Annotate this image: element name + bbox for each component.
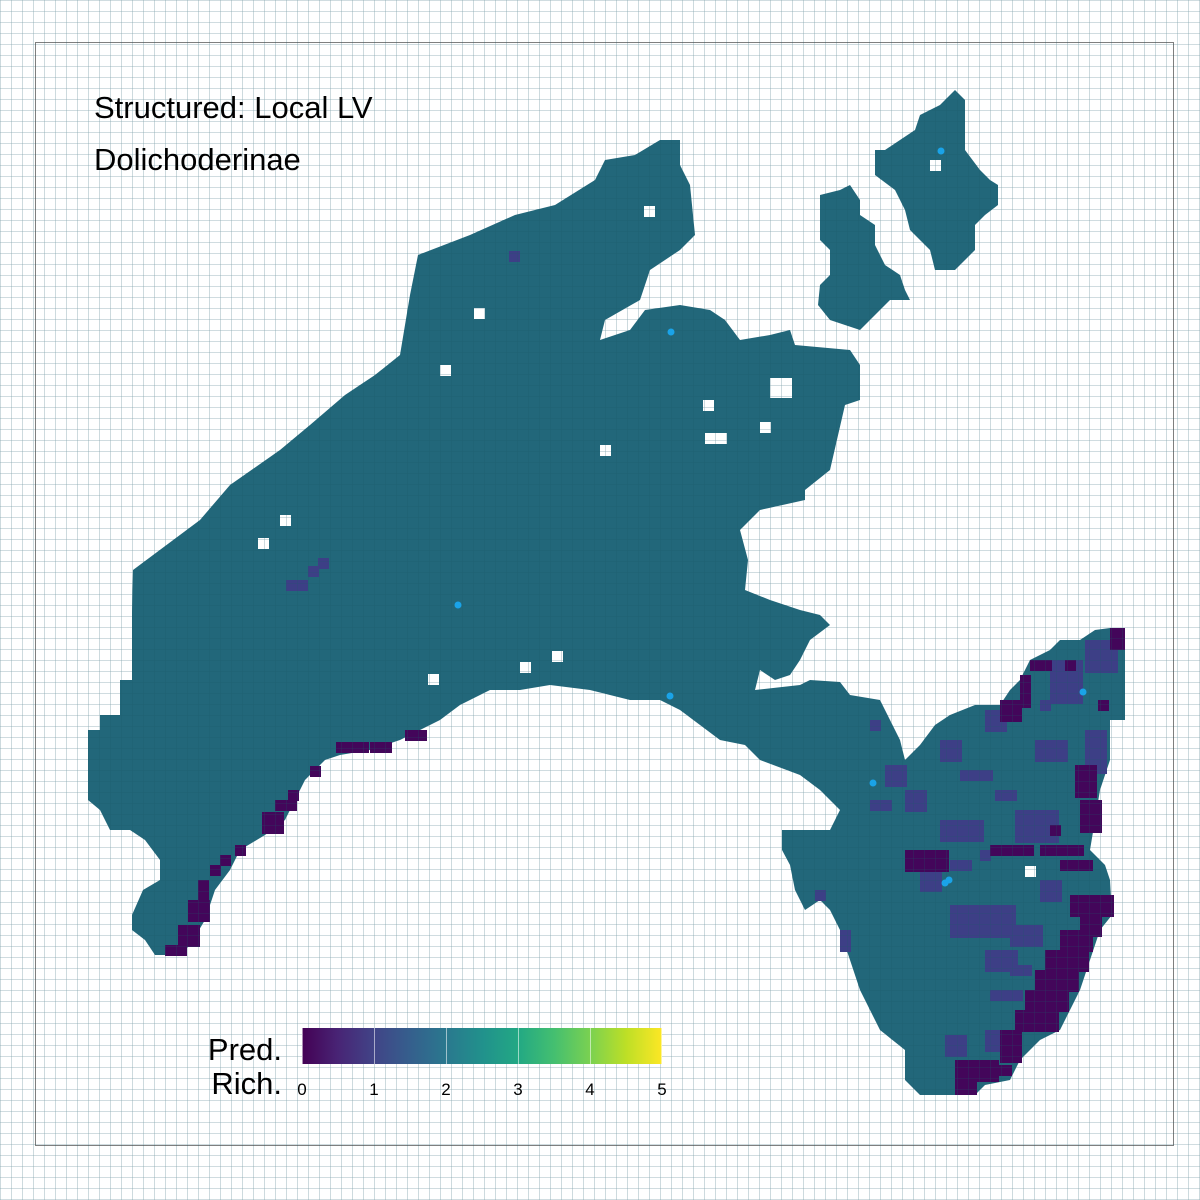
legend-tick-label: 3 (513, 1080, 523, 1099)
observation-point (945, 876, 953, 884)
region-far-northeast (875, 90, 998, 270)
observation-point (937, 147, 945, 155)
legend-tick-mark (374, 1028, 375, 1064)
map-subtitle: Dolichoderinae (94, 142, 301, 177)
legend-tick-label: 2 (441, 1080, 451, 1099)
observation-point (1079, 688, 1087, 696)
legend-tick-mark (661, 1028, 662, 1064)
legend-tick-mark (302, 1028, 303, 1064)
map-title: Structured: Local LV (94, 90, 373, 125)
observation-points (454, 147, 1087, 887)
legend-tick-label: 0 (297, 1080, 307, 1099)
legend-tick-label: 4 (585, 1080, 595, 1099)
legend-title-line2: Rich. (211, 1066, 282, 1101)
observation-point (869, 779, 877, 787)
legend-colorbar (302, 1028, 662, 1064)
observation-point (666, 692, 674, 700)
legend-tick-label: 1 (369, 1080, 379, 1099)
region-main (88, 140, 1125, 1095)
legend-tick-mark (518, 1028, 519, 1064)
legend-tick-label: 5 (657, 1080, 667, 1099)
legend-tick-mark (446, 1028, 447, 1064)
legend-title-line1: Pred. (207, 1032, 282, 1067)
observation-point (667, 328, 675, 336)
region-northeast (818, 185, 910, 330)
observation-point (454, 601, 462, 609)
legend-tick-mark (590, 1028, 591, 1064)
